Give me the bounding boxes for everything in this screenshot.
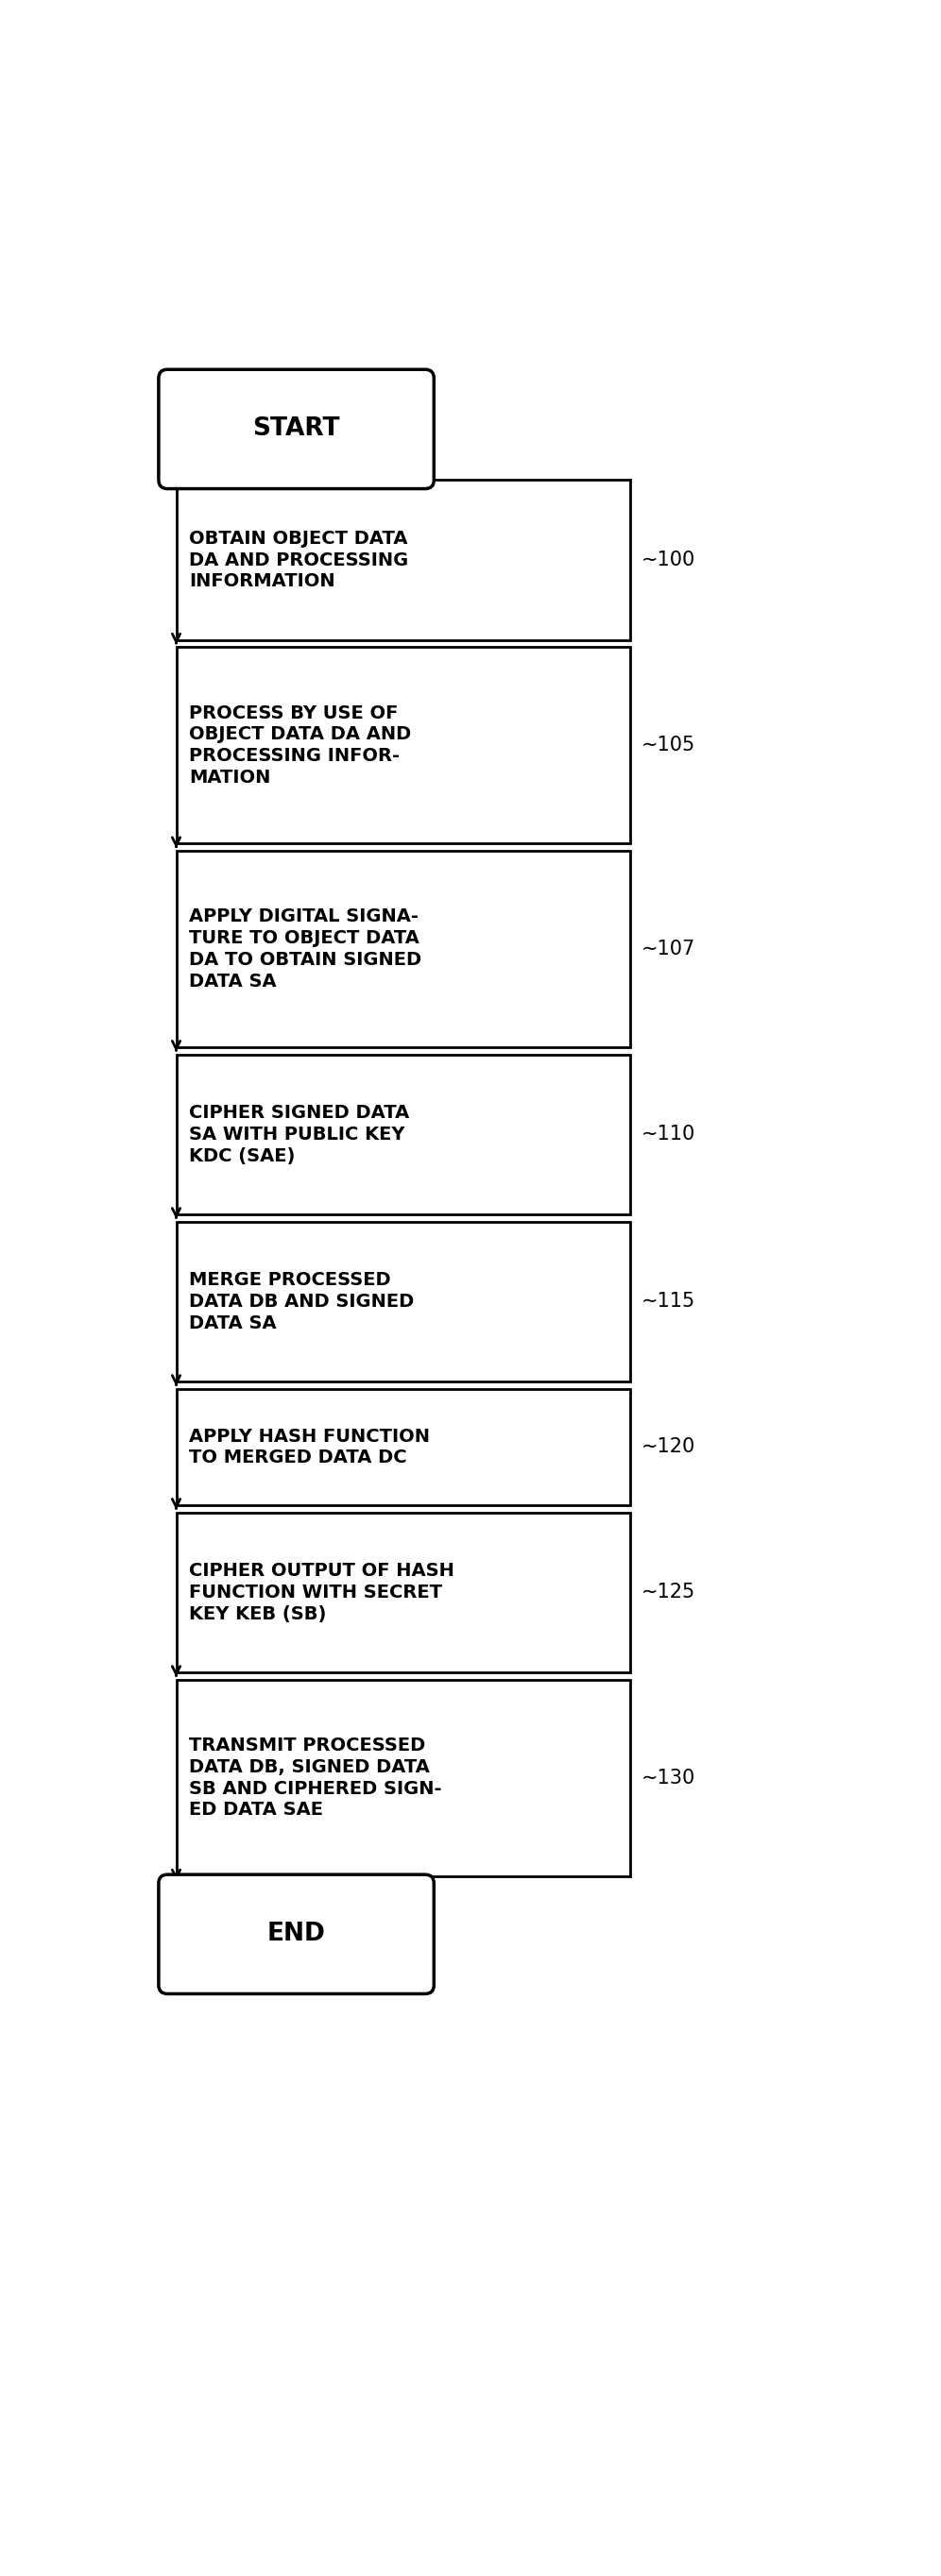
Bar <box>176 1680 630 1875</box>
Text: CIPHER SIGNED DATA
SA WITH PUBLIC KEY
KDC (SAE): CIPHER SIGNED DATA SA WITH PUBLIC KEY KD… <box>189 1105 409 1164</box>
Text: END: END <box>267 1922 326 1947</box>
Text: ∼100: ∼100 <box>641 551 695 569</box>
Bar <box>176 1512 630 1672</box>
Text: TRANSMIT PROCESSED
DATA DB, SIGNED DATA
SB AND CIPHERED SIGN-
ED DATA SAE: TRANSMIT PROCESSED DATA DB, SIGNED DATA … <box>189 1736 442 1819</box>
Text: PROCESS BY USE OF
OBJECT DATA DA AND
PROCESSING INFOR-
MATION: PROCESS BY USE OF OBJECT DATA DA AND PRO… <box>189 703 411 786</box>
Text: OBTAIN OBJECT DATA
DA AND PROCESSING
INFORMATION: OBTAIN OBJECT DATA DA AND PROCESSING INF… <box>189 531 408 590</box>
Bar <box>176 479 630 639</box>
Bar <box>176 850 630 1046</box>
Text: APPLY HASH FUNCTION
TO MERGED DATA DC: APPLY HASH FUNCTION TO MERGED DATA DC <box>189 1427 430 1466</box>
Text: START: START <box>252 417 340 440</box>
Text: ∼125: ∼125 <box>641 1584 695 1602</box>
Text: APPLY DIGITAL SIGNA-
TURE TO OBJECT DATA
DA TO OBTAIN SIGNED
DATA SA: APPLY DIGITAL SIGNA- TURE TO OBJECT DATA… <box>189 907 422 989</box>
FancyBboxPatch shape <box>159 1875 434 1994</box>
Text: ∼115: ∼115 <box>641 1293 695 1311</box>
Bar <box>176 647 630 842</box>
Text: CIPHER OUTPUT OF HASH
FUNCTION WITH SECRET
KEY KEB (SB): CIPHER OUTPUT OF HASH FUNCTION WITH SECR… <box>189 1561 455 1623</box>
Bar <box>176 1054 630 1213</box>
Bar <box>176 1221 630 1381</box>
Text: ∼105: ∼105 <box>641 737 695 755</box>
Text: ∼107: ∼107 <box>641 940 695 958</box>
Bar <box>176 1388 630 1504</box>
Text: ∼110: ∼110 <box>641 1126 695 1144</box>
Text: ∼130: ∼130 <box>641 1767 695 1788</box>
FancyBboxPatch shape <box>159 368 434 489</box>
Text: MERGE PROCESSED
DATA DB AND SIGNED
DATA SA: MERGE PROCESSED DATA DB AND SIGNED DATA … <box>189 1270 414 1332</box>
Text: ∼120: ∼120 <box>641 1437 695 1455</box>
